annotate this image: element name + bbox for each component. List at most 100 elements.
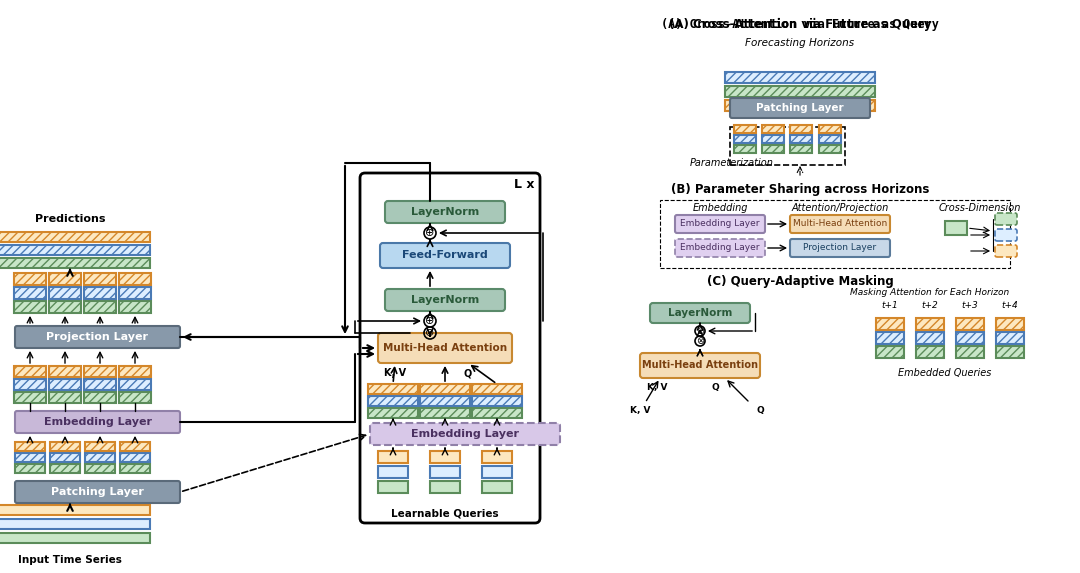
FancyBboxPatch shape xyxy=(472,408,522,418)
Text: Multi-Head Attention: Multi-Head Attention xyxy=(383,343,508,353)
FancyBboxPatch shape xyxy=(84,392,116,403)
FancyBboxPatch shape xyxy=(15,411,180,433)
FancyBboxPatch shape xyxy=(762,145,784,153)
Text: ⊕: ⊕ xyxy=(696,326,704,336)
Text: LayerNorm: LayerNorm xyxy=(410,207,480,217)
FancyBboxPatch shape xyxy=(50,464,80,473)
FancyBboxPatch shape xyxy=(14,392,46,403)
Text: Cross-Dimension: Cross-Dimension xyxy=(939,203,1022,213)
FancyBboxPatch shape xyxy=(640,353,760,378)
FancyBboxPatch shape xyxy=(762,135,784,143)
FancyBboxPatch shape xyxy=(49,301,81,313)
FancyBboxPatch shape xyxy=(472,384,522,394)
FancyBboxPatch shape xyxy=(370,423,561,445)
FancyBboxPatch shape xyxy=(49,366,81,377)
FancyBboxPatch shape xyxy=(85,464,114,473)
Text: Q: Q xyxy=(711,383,719,392)
FancyBboxPatch shape xyxy=(995,213,1017,225)
Text: Projection Layer: Projection Layer xyxy=(46,332,149,342)
FancyBboxPatch shape xyxy=(762,125,784,133)
FancyBboxPatch shape xyxy=(876,318,904,330)
Text: Patching Layer: Patching Layer xyxy=(51,487,144,497)
FancyBboxPatch shape xyxy=(15,481,180,503)
FancyBboxPatch shape xyxy=(368,384,418,394)
Bar xyxy=(482,451,512,463)
Text: K, V: K, V xyxy=(383,368,406,378)
FancyBboxPatch shape xyxy=(956,346,984,358)
Bar xyxy=(378,466,408,478)
Bar xyxy=(430,451,460,463)
Text: t+2: t+2 xyxy=(921,301,939,310)
FancyBboxPatch shape xyxy=(84,366,116,377)
Bar xyxy=(430,481,460,493)
FancyBboxPatch shape xyxy=(876,346,904,358)
Text: (A) Cross-Attention via Future as Query: (A) Cross-Attention via Future as Query xyxy=(661,18,939,31)
FancyBboxPatch shape xyxy=(0,232,150,242)
FancyBboxPatch shape xyxy=(996,318,1024,330)
Text: L x: L x xyxy=(514,178,535,191)
FancyBboxPatch shape xyxy=(120,464,150,473)
FancyBboxPatch shape xyxy=(650,303,750,323)
Text: Multi-Head Attention: Multi-Head Attention xyxy=(642,360,758,371)
Bar xyxy=(430,466,460,478)
Bar xyxy=(0,533,150,543)
Text: K, V: K, V xyxy=(630,406,650,415)
Bar xyxy=(378,481,408,493)
FancyBboxPatch shape xyxy=(14,273,46,285)
Bar xyxy=(482,481,512,493)
FancyBboxPatch shape xyxy=(119,273,151,285)
FancyBboxPatch shape xyxy=(420,384,470,394)
FancyBboxPatch shape xyxy=(14,379,46,390)
FancyBboxPatch shape xyxy=(734,145,756,153)
Text: Q: Q xyxy=(464,368,472,378)
Text: Forecasting Horizons: Forecasting Horizons xyxy=(745,38,854,48)
Text: Multi-Head Attention: Multi-Head Attention xyxy=(793,219,887,229)
FancyBboxPatch shape xyxy=(916,318,944,330)
Text: Embedding Layer: Embedding Layer xyxy=(43,417,151,427)
FancyBboxPatch shape xyxy=(49,273,81,285)
FancyBboxPatch shape xyxy=(956,332,984,344)
FancyBboxPatch shape xyxy=(49,379,81,390)
FancyBboxPatch shape xyxy=(730,98,870,118)
Text: ⊕: ⊕ xyxy=(426,316,434,326)
FancyBboxPatch shape xyxy=(789,215,890,233)
Text: Input Time Series: Input Time Series xyxy=(18,555,122,565)
FancyBboxPatch shape xyxy=(50,453,80,462)
FancyBboxPatch shape xyxy=(14,301,46,313)
Text: Embedding Layer: Embedding Layer xyxy=(680,244,759,253)
Text: (A) Cross-Attention via Future as Query: (A) Cross-Attention via Future as Query xyxy=(669,18,931,31)
Bar xyxy=(378,451,408,463)
FancyBboxPatch shape xyxy=(120,453,150,462)
FancyBboxPatch shape xyxy=(819,135,841,143)
FancyBboxPatch shape xyxy=(378,333,512,363)
Bar xyxy=(0,519,150,529)
FancyBboxPatch shape xyxy=(14,287,46,299)
Bar xyxy=(482,466,512,478)
FancyBboxPatch shape xyxy=(0,258,150,268)
FancyBboxPatch shape xyxy=(50,442,80,451)
FancyBboxPatch shape xyxy=(789,239,890,257)
Text: Projection Layer: Projection Layer xyxy=(804,244,877,253)
FancyBboxPatch shape xyxy=(996,346,1024,358)
FancyBboxPatch shape xyxy=(119,366,151,377)
FancyBboxPatch shape xyxy=(725,86,875,97)
Text: (B) Parameter Sharing across Horizons: (B) Parameter Sharing across Horizons xyxy=(671,183,929,196)
FancyBboxPatch shape xyxy=(675,239,765,257)
Text: ⊗: ⊗ xyxy=(426,328,434,338)
Text: K, V: K, V xyxy=(647,383,667,392)
FancyBboxPatch shape xyxy=(789,145,812,153)
FancyBboxPatch shape xyxy=(119,287,151,299)
FancyBboxPatch shape xyxy=(420,396,470,406)
Text: t+4: t+4 xyxy=(1001,301,1018,310)
FancyBboxPatch shape xyxy=(85,442,114,451)
FancyBboxPatch shape xyxy=(725,72,875,83)
Text: (C) Query-Adaptive Masking: (C) Query-Adaptive Masking xyxy=(706,275,893,288)
FancyBboxPatch shape xyxy=(725,100,875,111)
FancyBboxPatch shape xyxy=(384,201,505,223)
Text: Embedded Queries: Embedded Queries xyxy=(899,368,991,378)
FancyBboxPatch shape xyxy=(368,408,418,418)
FancyBboxPatch shape xyxy=(84,301,116,313)
Bar xyxy=(945,221,967,235)
FancyBboxPatch shape xyxy=(85,453,114,462)
Text: Embedding: Embedding xyxy=(692,203,747,213)
